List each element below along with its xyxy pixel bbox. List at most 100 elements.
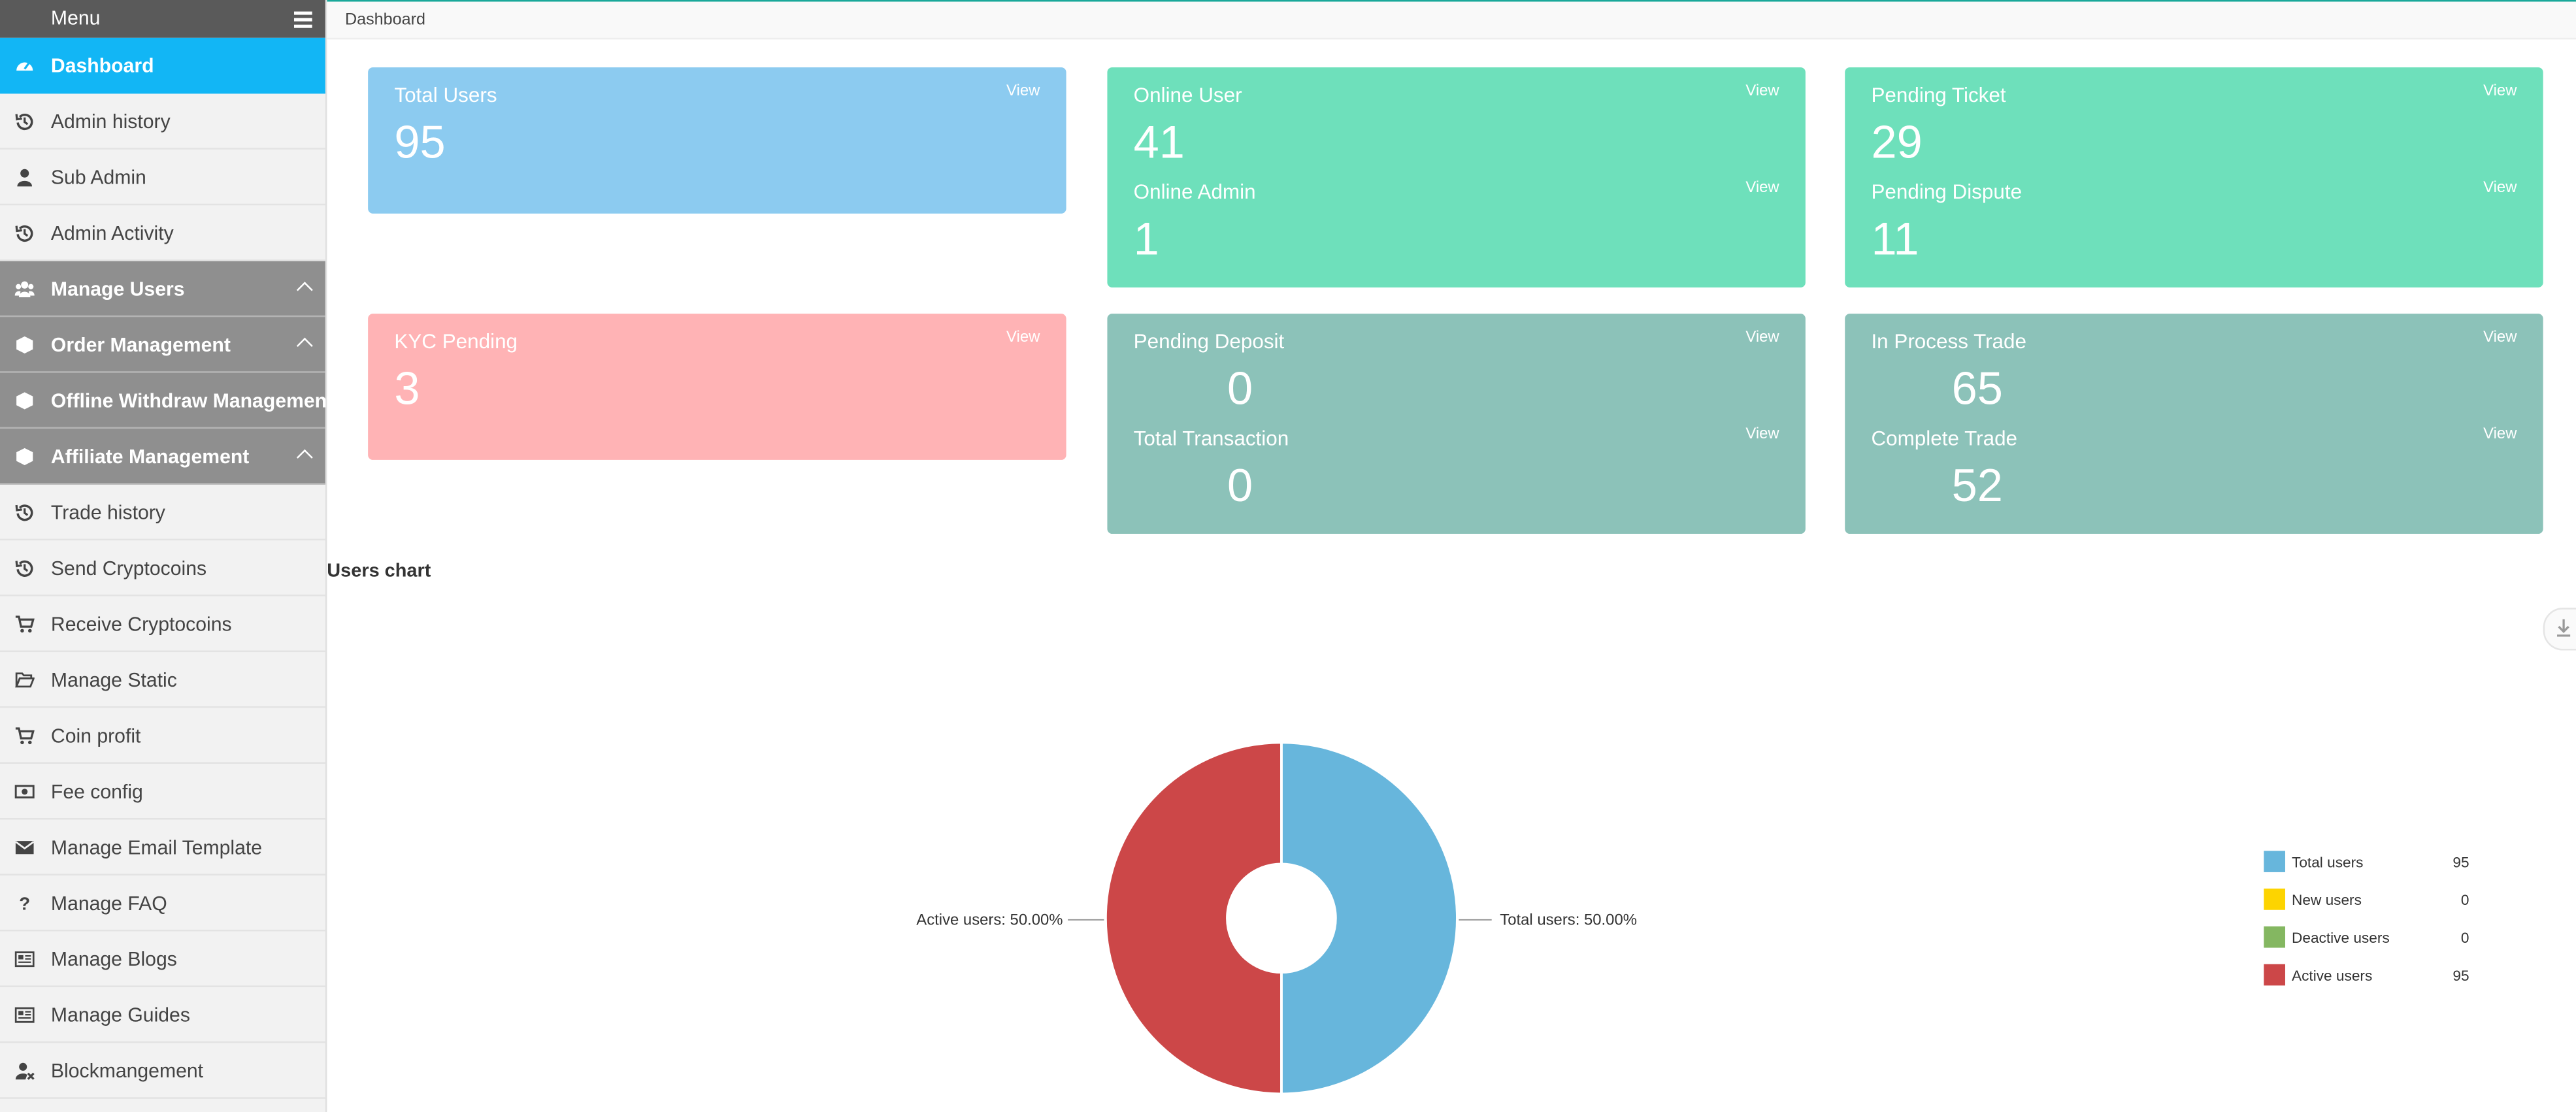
chart-export-button[interactable] — [2543, 608, 2576, 651]
sidebar-item-manage-guides[interactable]: Manage Guides — [0, 987, 325, 1043]
card-title: Total Transaction — [1133, 427, 1289, 450]
money-icon — [13, 780, 36, 802]
legend-label[interactable]: New users — [2292, 892, 2362, 909]
users-chart-title: Users chart — [327, 561, 431, 581]
legend-value: 95 — [2452, 967, 2469, 984]
envelope-icon — [13, 836, 36, 858]
card-title: Total Users — [394, 84, 497, 107]
sidebar-item-label: Manage FAQ — [50, 892, 167, 915]
sidebar-item-label: Admin Activity — [50, 221, 174, 245]
sidebar-item-manage-users[interactable]: Manage Users — [0, 261, 325, 318]
cube-icon — [13, 333, 36, 355]
legend-label[interactable]: Total users — [2292, 854, 2364, 871]
view-online-admin-link[interactable]: View — [1745, 179, 1779, 197]
view-online-user-link[interactable]: View — [1745, 82, 1779, 101]
slice-data-label: Active users: 50.00% — [916, 911, 1063, 928]
card-value: 65 — [1951, 363, 2003, 414]
user-block-icon — [13, 1060, 36, 1081]
card-title: Online User — [1133, 84, 1242, 107]
sidebar-item-manage-static[interactable]: Manage Static — [0, 652, 325, 708]
history-icon — [13, 557, 36, 578]
view-in-process-trade-link[interactable]: View — [2483, 328, 2517, 347]
view-complete-trade-link[interactable]: View — [2483, 425, 2517, 444]
card-title: In Process Trade — [1871, 330, 2027, 353]
menu-title: Menu — [50, 7, 101, 30]
pie-slice-total-users[interactable] — [1280, 741, 1459, 1096]
sidebar-item-label: Manage Static — [50, 668, 177, 692]
sidebar-item-admin-history[interactable]: Admin history — [0, 93, 325, 150]
legend-label[interactable]: Active users — [2292, 967, 2373, 984]
sidebar-item-label: Manage Email Template — [50, 836, 263, 859]
sidebar-item-blockmangement[interactable]: Blockmangement — [0, 1043, 325, 1099]
card-pending-tickets: Pending Ticket View 29 Pending Dispute V… — [1845, 67, 2543, 287]
pie-slice-active-users[interactable] — [1104, 741, 1283, 1096]
cart-icon — [13, 725, 36, 746]
card-value: 3 — [394, 363, 420, 414]
card-title: Online Admin — [1133, 180, 1256, 204]
card-title: Pending Dispute — [1871, 180, 2023, 204]
legend-swatch[interactable] — [2264, 889, 2285, 910]
sidebar-item-offline-withdraw-management[interactable]: Offline Withdraw Management — [0, 372, 333, 429]
question-icon: ? — [13, 892, 36, 913]
sidebar-item-coin-profit[interactable]: Coin profit — [0, 708, 325, 764]
sidebar-item-order-management[interactable]: Order Management — [0, 317, 325, 373]
sidebar-item-manage-email-template[interactable]: Manage Email Template — [0, 819, 325, 875]
view-total-transaction-link[interactable]: View — [1745, 425, 1779, 444]
sidebar-item-receive-cryptocoins[interactable]: Receive Cryptocoins — [0, 597, 325, 653]
legend-value: 0 — [2460, 929, 2469, 947]
sidebar-item-label: Dashboard — [50, 54, 154, 78]
card-kyc-pending: KYC Pending View 3 — [368, 314, 1066, 460]
legend-value: 95 — [2452, 854, 2469, 871]
legend-swatch[interactable] — [2264, 964, 2285, 986]
card-title: Pending Ticket — [1871, 84, 2006, 107]
sidebar-header: Menu — [0, 0, 325, 38]
card-value: 11 — [1871, 213, 1919, 265]
sidebar-item-label: Manage Blogs — [50, 947, 177, 971]
legend-swatch[interactable] — [2264, 851, 2285, 872]
card-value: 95 — [394, 116, 446, 168]
view-pending-deposit-link[interactable]: View — [1745, 328, 1779, 347]
download-icon — [2557, 619, 2571, 637]
sidebar-item-label: Coin profit — [50, 724, 141, 747]
view-kyc-pending-link[interactable]: View — [1006, 328, 1040, 347]
user-icon — [13, 166, 36, 188]
card-online-users: Online User View 41 Online Admin View 1 — [1107, 67, 1806, 287]
breadcrumb-current[interactable]: Dashboard — [344, 11, 425, 30]
sidebar-item-manage-blogs[interactable]: Manage Blogs — [0, 931, 325, 987]
slice-data-label: Total users: 50.00% — [1500, 911, 1637, 928]
sidebar-item-fee-config[interactable]: Fee config — [0, 764, 325, 820]
sidebar-item-label: Fee config — [50, 780, 143, 804]
card-value: 41 — [1133, 116, 1185, 168]
sidebar-item-affiliate-management[interactable]: Affiliate Management — [0, 429, 325, 485]
sidebar: Menu Dashboard Admin history Sub Admin Admi… — [0, 0, 333, 1112]
view-pending-dispute-link[interactable]: View — [2483, 179, 2517, 197]
sidebar-item-trade-history[interactable]: Trade history — [0, 485, 325, 541]
sidebar-item-label: Manage Users — [50, 277, 185, 301]
cart-icon — [13, 613, 36, 634]
legend-label[interactable]: Deactive users — [2292, 929, 2390, 947]
card-title: KYC Pending — [394, 330, 518, 353]
hamburger-menu-icon[interactable] — [294, 11, 312, 28]
legend-swatch[interactable] — [2264, 926, 2285, 948]
history-icon — [13, 221, 36, 243]
view-pending-ticket-link[interactable]: View — [2483, 82, 2517, 101]
sidebar-item-label: Affiliate Management — [50, 445, 250, 468]
card-value: 29 — [1871, 116, 1923, 168]
sidebar-item-admin-activity[interactable]: Admin Activity — [0, 205, 325, 261]
card-value: 52 — [1951, 459, 2003, 511]
card-title: Pending Deposit — [1133, 330, 1285, 353]
users-icon — [13, 278, 36, 299]
sidebar-item-label: Trade history — [50, 500, 165, 524]
sidebar-item-manage-faq[interactable]: ? Manage FAQ — [0, 875, 325, 932]
sidebar-item-send-cryptocoins[interactable]: Send Cryptocoins — [0, 540, 325, 597]
folder-open-icon — [13, 668, 36, 690]
sidebar-item-label: Receive Cryptocoins — [50, 612, 232, 636]
card-trades: In Process Trade View 65 Complete Trade … — [1845, 314, 2543, 534]
newspaper-icon — [13, 948, 36, 970]
view-total-users-link[interactable]: View — [1006, 82, 1040, 101]
sidebar-item-dashboard[interactable]: Dashboard — [0, 37, 325, 94]
sidebar-item-sub-admin[interactable]: Sub Admin — [0, 150, 325, 206]
card-title: Complete Trade — [1871, 427, 2018, 450]
